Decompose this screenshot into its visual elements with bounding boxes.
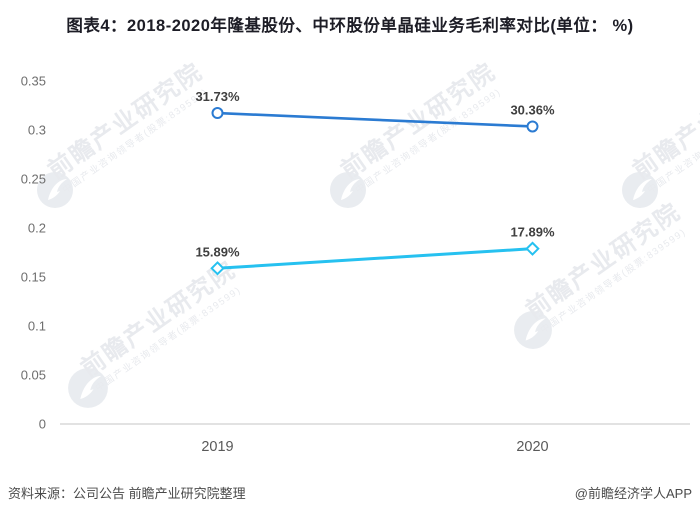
data-label: 17.89% xyxy=(510,225,555,240)
qianzhan-logo-watermark-icon xyxy=(622,172,658,208)
qianzhan-logo-watermark-icon xyxy=(68,368,108,408)
y-axis-tick-label: 0.05 xyxy=(21,368,46,383)
y-axis-tick-label: 0.15 xyxy=(21,270,46,285)
qianzhan-logo-watermark-icon xyxy=(37,172,73,208)
qianzhan-logo-watermark-icon xyxy=(514,311,552,349)
series-line xyxy=(217,247,533,270)
y-axis-tick-label: 0 xyxy=(39,417,46,432)
y-axis-tick-label: 0.25 xyxy=(21,172,46,187)
chart-footer: 资料来源：公司公告 前瞻产业研究院整理 @前瞻经济学人APP xyxy=(0,483,700,502)
series-line xyxy=(217,111,533,128)
qianzhan-logo-watermark-icon xyxy=(330,172,366,208)
data-label: 15.89% xyxy=(195,244,240,259)
source-note: 资料来源：公司公告 前瞻产业研究院整理 xyxy=(8,486,246,501)
data-point-marker-circle[interactable] xyxy=(526,120,539,133)
data-label: 31.73% xyxy=(195,89,240,104)
data-label: 30.36% xyxy=(510,102,555,117)
x-axis-tick-label: 2019 xyxy=(201,439,233,455)
y-axis-tick-label: 0.35 xyxy=(21,74,46,89)
data-point-marker-diamond[interactable] xyxy=(525,241,540,256)
data-point-marker-diamond[interactable] xyxy=(210,261,225,276)
y-axis-tick-label: 0.1 xyxy=(28,319,46,334)
data-point-marker-circle[interactable] xyxy=(211,107,224,120)
x-axis-tick-label: 2020 xyxy=(516,439,548,455)
chart-title: 图表4：2018-2020年隆基股份、中环股份单晶硅业务毛利率对比(单位： %) xyxy=(66,17,634,35)
y-axis-tick-label: 0.3 xyxy=(28,123,46,138)
y-axis-tick-label: 0.2 xyxy=(28,221,46,236)
credit-note: @前瞻经济学人APP xyxy=(574,486,692,501)
